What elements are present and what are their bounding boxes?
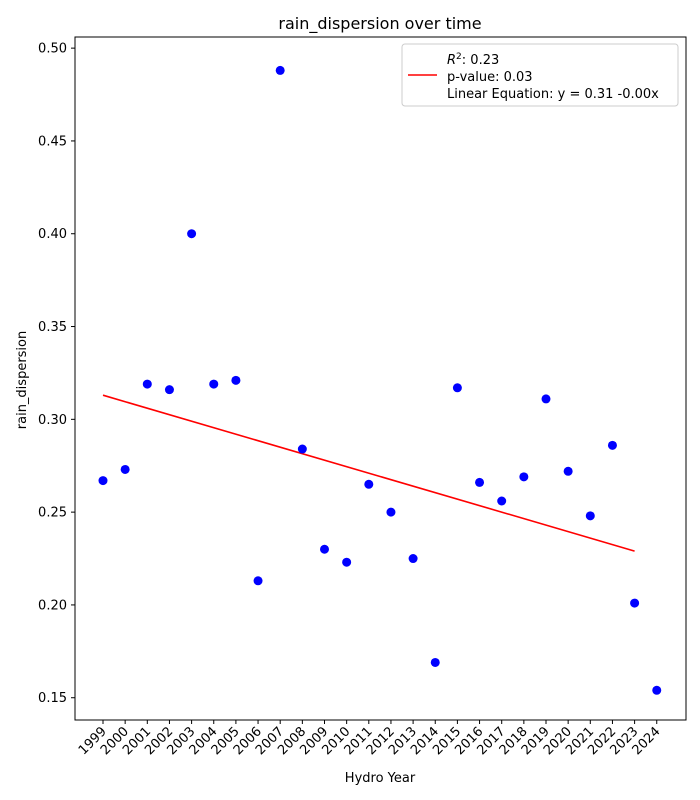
data-point (364, 479, 374, 489)
x-axis-label: Hydro Year (345, 771, 416, 786)
legend-r2-prefix: R (447, 53, 456, 68)
data-point (164, 385, 174, 395)
data-point (386, 507, 396, 517)
legend-pvalue: p-value: 0.03 (447, 70, 533, 85)
y-axis: 0.15 0.20 0.25 0.30 0.35 0.40 0.45 0.50 (38, 42, 75, 706)
data-point (475, 477, 485, 487)
data-point (408, 554, 418, 564)
data-point (652, 685, 662, 695)
y-tick-label: 0.25 (38, 506, 67, 521)
data-point (209, 379, 219, 389)
data-point (497, 496, 507, 506)
y-tick-label: 0.35 (38, 320, 67, 335)
y-tick-label: 0.30 (38, 413, 67, 428)
data-point (342, 557, 352, 567)
trend-line (102, 394, 635, 552)
data-point (585, 511, 595, 521)
legend-equation: Linear Equation: y = 0.31 -0.00x (447, 87, 659, 102)
x-axis: 1999200020012002200320042005200620072008… (76, 720, 664, 758)
data-point (253, 576, 263, 586)
data-point (563, 466, 573, 476)
legend: R2: 0.23 p-value: 0.03 Linear Equation: … (401, 43, 679, 107)
data-point (142, 379, 152, 389)
plot-frame (74, 36, 687, 721)
legend-r2-value: : 0.23 (462, 53, 499, 68)
y-tick-label: 0.45 (38, 134, 67, 149)
data-point (320, 544, 329, 554)
data-point (452, 383, 462, 393)
data-point (630, 598, 640, 608)
data-point (607, 440, 617, 450)
data-point (231, 375, 241, 385)
chart-title: rain_dispersion over time (278, 14, 481, 34)
data-point (120, 464, 130, 474)
y-axis-label: rain_dispersion (15, 331, 30, 429)
data-point (519, 472, 529, 482)
y-tick-label: 0.40 (38, 227, 67, 242)
data-point (98, 476, 108, 486)
y-tick-label: 0.15 (38, 691, 67, 706)
y-tick-label: 0.20 (38, 598, 67, 613)
legend-box (401, 43, 679, 107)
data-point (187, 229, 197, 239)
data-point (275, 65, 285, 75)
legend-r2: R2: 0.23 (447, 52, 499, 68)
data-point (541, 394, 551, 404)
data-point (430, 657, 440, 667)
legend-r2-sup: 2 (456, 52, 462, 62)
data-point (297, 444, 307, 454)
y-tick-label: 0.50 (38, 42, 67, 57)
data-points (98, 65, 662, 695)
